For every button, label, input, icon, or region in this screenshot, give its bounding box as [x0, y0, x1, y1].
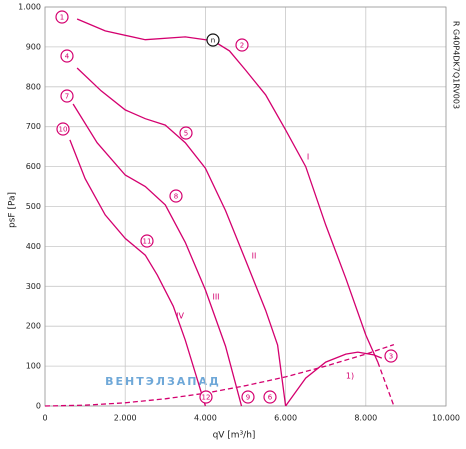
y-tick-label: 900: [26, 42, 41, 51]
annotation-label: 1: [60, 14, 64, 22]
annotation-circle: [199, 390, 213, 404]
y-axis-label: psF [Pa]: [8, 192, 18, 228]
annotation-circle: [60, 89, 74, 103]
y-tick-label: 0: [36, 402, 41, 411]
annotation-circle: [206, 33, 220, 47]
curve-label: III: [212, 293, 219, 302]
annotation-label: 2: [240, 42, 244, 50]
annotation-label: n: [211, 37, 215, 45]
curve: [69, 139, 207, 407]
y-tick-label: 100: [26, 362, 41, 371]
x-tick-label: 2.000: [114, 414, 137, 423]
annotation-label: 8: [174, 193, 178, 201]
curve-label: 1): [346, 372, 354, 381]
x-tick-label: 8.000: [354, 414, 377, 423]
annotation-circle: [140, 234, 154, 248]
annotation-label: 4: [65, 53, 70, 61]
annotation-label: 12: [202, 394, 211, 402]
y-tick-label: 500: [26, 202, 41, 211]
annotation-circle: [60, 49, 74, 63]
curve: [76, 67, 287, 407]
annotation-label: 6: [268, 394, 273, 402]
watermark: ВЕНТЭЛЗАПАД: [105, 375, 221, 388]
annotation-label: 3: [389, 353, 393, 361]
annotation-circle: [263, 390, 277, 404]
curve-label: IV: [176, 312, 184, 321]
annotation-label: 7: [65, 93, 69, 101]
x-axis-label: qV [m³/h]: [213, 431, 256, 441]
annotation-circle: [169, 189, 183, 203]
annotation-label: 5: [184, 130, 188, 138]
curve: [76, 18, 379, 363]
annotation-circle: [179, 126, 193, 140]
y-tick-label: 800: [26, 82, 41, 91]
x-tick-label: 4.000: [194, 414, 217, 423]
x-tick-label: 0: [42, 414, 47, 423]
annotation-label: 10: [59, 126, 68, 134]
y-tick-label: 400: [26, 242, 41, 251]
annotation-label: 9: [246, 394, 250, 402]
annotation-circle: [384, 349, 398, 363]
y-tick-label: 600: [26, 162, 41, 171]
annotation-circle: [56, 122, 70, 136]
model-code: R G40P4DK7Q1RV003: [452, 21, 461, 109]
x-tick-label: 10.000: [432, 414, 460, 423]
y-tick-label: 200: [26, 322, 41, 331]
curve: [72, 103, 243, 407]
annotation-circle: [235, 38, 249, 52]
curve: [44, 343, 395, 407]
y-tick-label: 300: [26, 282, 41, 291]
x-tick-label: 6.000: [274, 414, 297, 423]
curve: [285, 351, 383, 407]
annotation-circle: [241, 390, 255, 404]
y-tick-label: 700: [26, 122, 41, 131]
curve-label: II: [252, 252, 257, 261]
annotation-circle: [55, 10, 69, 24]
curve: [377, 361, 395, 407]
plot-frame: [44, 6, 447, 407]
curve-label: I: [307, 153, 309, 162]
annotation-label: 11: [143, 238, 152, 246]
y-tick-label: 1.000: [18, 3, 41, 12]
